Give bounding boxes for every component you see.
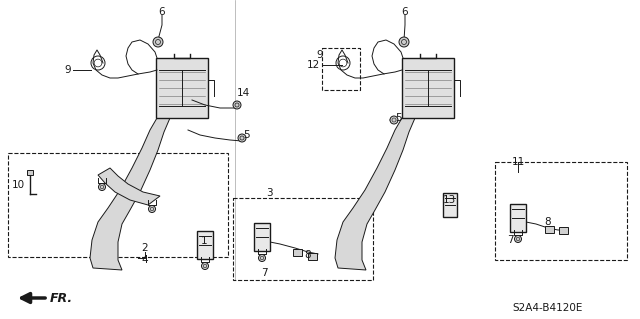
Text: 8: 8	[545, 217, 551, 227]
Circle shape	[259, 255, 266, 262]
Circle shape	[399, 37, 409, 47]
Text: 10: 10	[12, 180, 24, 190]
Polygon shape	[98, 168, 160, 205]
Bar	[559, 226, 568, 234]
Bar	[27, 170, 33, 175]
Circle shape	[515, 235, 522, 242]
Bar	[307, 253, 317, 259]
Text: 2: 2	[141, 243, 148, 253]
Text: 9: 9	[317, 50, 323, 60]
Text: 8: 8	[305, 250, 311, 260]
Bar	[443, 193, 457, 217]
Bar	[322, 48, 360, 90]
Circle shape	[99, 183, 106, 190]
Polygon shape	[90, 118, 170, 270]
Text: 3: 3	[266, 188, 272, 198]
Text: FR.: FR.	[50, 292, 73, 305]
Text: 6: 6	[159, 7, 165, 17]
Bar	[495, 162, 627, 260]
Text: 5: 5	[395, 113, 401, 123]
Text: 14: 14	[236, 88, 250, 98]
Text: 7: 7	[507, 235, 513, 245]
Text: S2A4-B4120E: S2A4-B4120E	[513, 303, 583, 313]
Bar	[402, 58, 454, 118]
Circle shape	[153, 37, 163, 47]
Text: 5: 5	[243, 130, 250, 140]
Circle shape	[148, 205, 156, 212]
Bar	[545, 226, 554, 233]
Text: 6: 6	[402, 7, 408, 17]
Bar	[254, 223, 270, 251]
Circle shape	[390, 116, 398, 124]
Text: 1: 1	[201, 236, 207, 246]
Bar	[292, 249, 301, 256]
Bar	[197, 231, 213, 259]
Bar	[156, 58, 208, 118]
Text: 13: 13	[442, 195, 456, 205]
Text: 9: 9	[65, 65, 71, 75]
Text: 12: 12	[307, 60, 319, 70]
Bar	[510, 204, 526, 232]
Circle shape	[233, 101, 241, 109]
Polygon shape	[335, 118, 415, 270]
Circle shape	[202, 263, 209, 270]
Bar	[233, 198, 373, 280]
Text: 7: 7	[260, 268, 268, 278]
Circle shape	[238, 134, 246, 142]
Text: 4: 4	[141, 255, 148, 265]
Text: 11: 11	[511, 157, 525, 167]
Bar	[8, 153, 228, 257]
